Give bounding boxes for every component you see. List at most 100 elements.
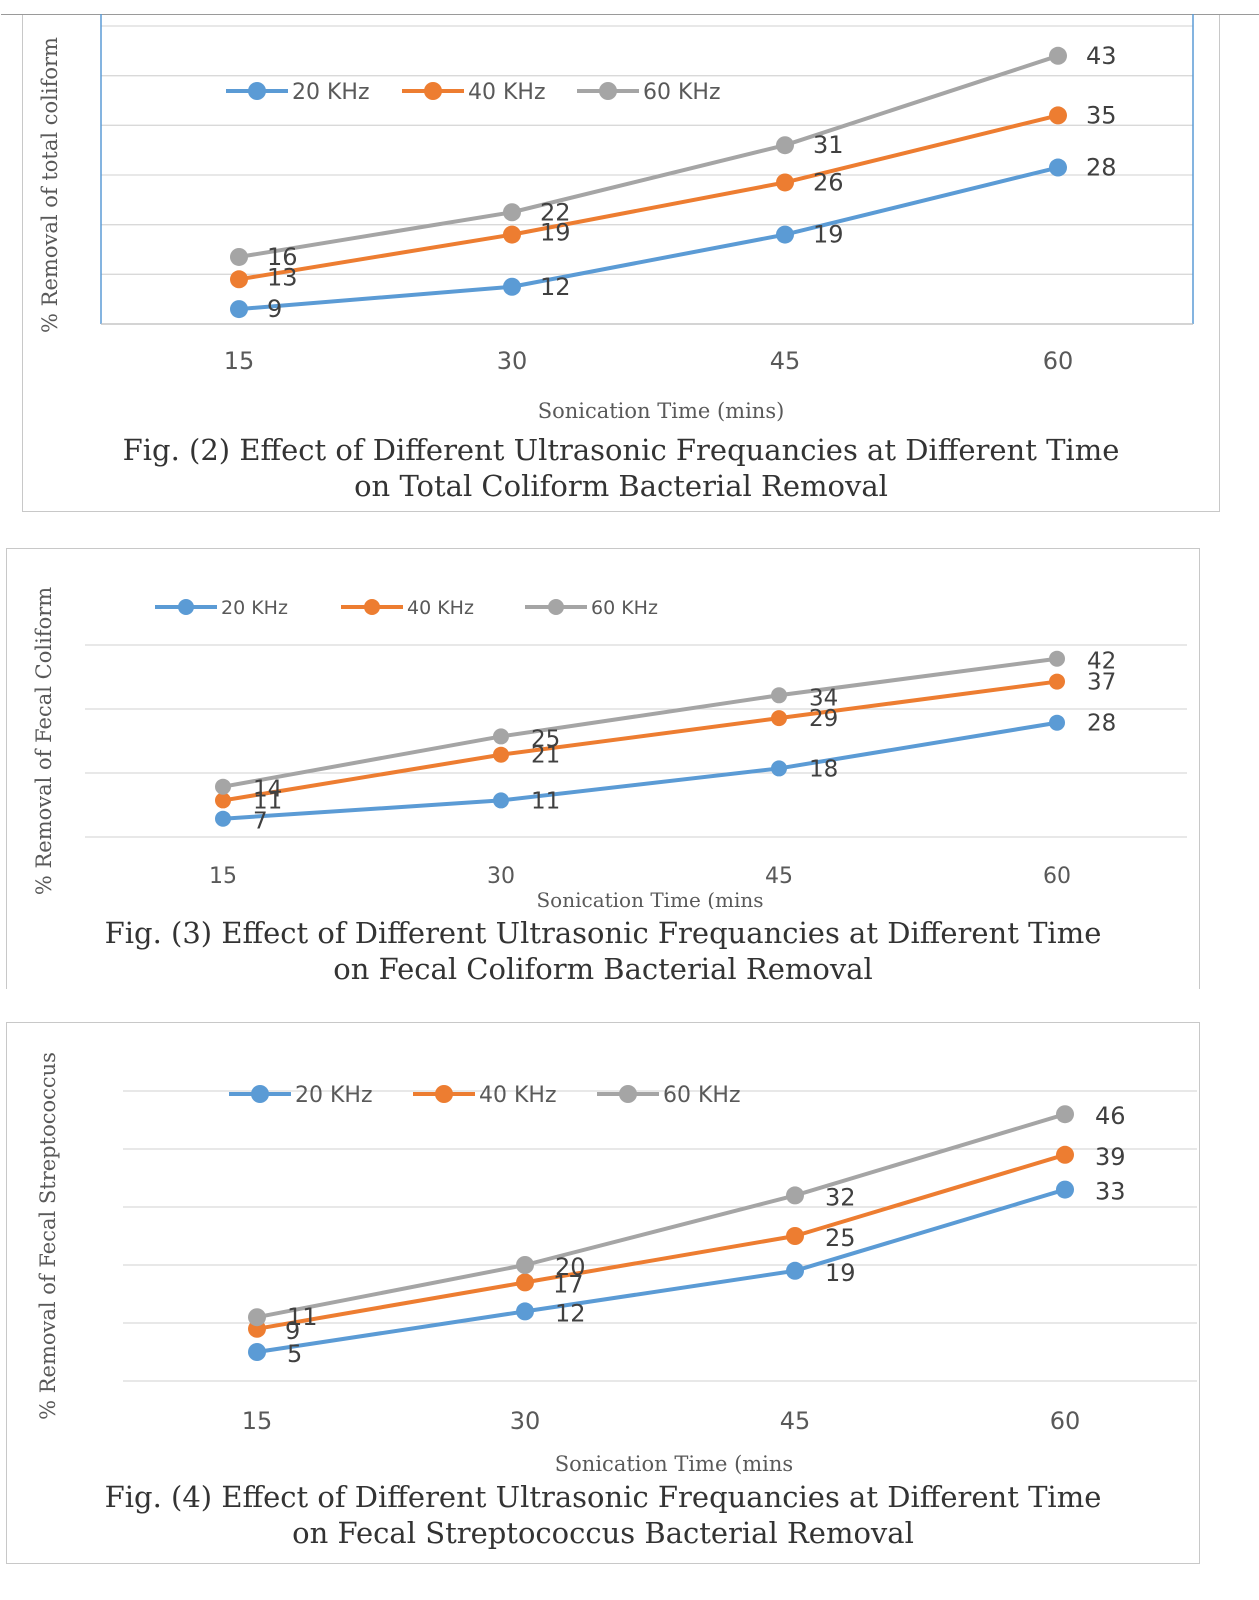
data-point	[1049, 673, 1065, 690]
legend: 20 KHz 40 KHz 60 KHz	[229, 1083, 741, 1108]
data-label: 9	[285, 1317, 300, 1345]
legend-label: 20 KHz	[295, 1083, 373, 1108]
data-point	[1049, 158, 1067, 177]
data-label: 43	[1086, 42, 1117, 70]
y-axis-label: % Removal of Fecal Coliform	[32, 587, 56, 895]
data-label: 26	[813, 168, 844, 196]
legend-swatch-marker	[424, 82, 442, 100]
data-point	[1056, 1180, 1074, 1199]
data-label: 39	[1095, 1143, 1126, 1171]
x-axis-label: Sonication Time (mins)	[538, 399, 785, 423]
x-tick-label: 30	[510, 1407, 541, 1435]
x-tick-label: 45	[780, 1407, 811, 1435]
legend-swatch-marker	[619, 1085, 637, 1103]
data-point	[516, 1256, 534, 1274]
data-point	[215, 792, 231, 809]
x-tick-label: 30	[497, 347, 528, 375]
series-line	[222, 656, 1058, 789]
series-line	[222, 720, 1058, 821]
data-point	[1049, 46, 1067, 65]
data-point	[516, 1302, 534, 1321]
y-axis-label: % Removal of Fecal Streptococcus	[36, 1052, 60, 1420]
data-point	[771, 760, 787, 777]
series-line	[238, 53, 1059, 259]
series-line	[256, 1187, 1066, 1354]
data-label: 33	[1095, 1178, 1126, 1206]
chart-fecal-coliform: 15 30 45 60 Sonication Time (mins % Removal o…	[32, 587, 1187, 909]
data-label: 11	[531, 788, 560, 814]
data-label: 9	[267, 295, 282, 323]
data-label: 25	[825, 1224, 856, 1252]
data-label: 19	[540, 219, 571, 247]
data-point	[786, 1186, 804, 1205]
data-label: 12	[540, 273, 571, 301]
chart-panel-fecal-streptococcus: 15 30 45 60 Sonication Time (mins % Removal o…	[6, 1022, 1200, 1564]
chart-total-coliform: 15 30 45 60 Sonication Time (mins) % Removal …	[38, 14, 1194, 423]
data-point	[215, 810, 231, 827]
data-label: 5	[287, 1340, 302, 1368]
legend-label: 60 KHz	[663, 1083, 741, 1108]
legend-label: 20 KHz	[292, 80, 370, 105]
data-label: 17	[553, 1270, 584, 1298]
data-label: 31	[813, 131, 844, 159]
x-tick-label: 60	[1050, 1407, 1081, 1435]
data-point	[771, 687, 787, 704]
data-label: 12	[555, 1299, 586, 1327]
legend-swatch-marker	[251, 1085, 269, 1103]
legend: 20 KHz 40 KHz 60 KHz	[226, 80, 721, 105]
data-label: 42	[1087, 649, 1116, 675]
data-label: 28	[1087, 711, 1116, 737]
data-point	[786, 1227, 804, 1245]
x-axis-label: Sonication Time (mins	[536, 888, 763, 909]
data-point	[1056, 1105, 1074, 1124]
x-tick-label: 15	[242, 1407, 273, 1435]
legend-swatch-marker	[548, 599, 564, 615]
legend-label: 40 KHz	[407, 597, 474, 619]
chart-panel-fecal-coliform: 15 30 45 60 Sonication Time (mins % Removal o…	[6, 548, 1200, 989]
data-point	[493, 746, 509, 763]
data-point	[230, 270, 248, 289]
series-60-khz: 11 20 32 46	[248, 1102, 1126, 1331]
data-label: 19	[825, 1259, 856, 1287]
figure-caption-3: Fig. (3) Effect of Different Ultrasonic …	[7, 915, 1199, 987]
data-point	[776, 173, 794, 192]
figure-caption-4-line-1: Fig. (4) Effect of Different Ultrasonic …	[104, 1480, 1102, 1514]
x-tick-label: 60	[1043, 347, 1074, 375]
data-label: 19	[813, 221, 844, 249]
data-point	[1049, 106, 1067, 125]
data-point	[776, 225, 794, 244]
x-tick-label: 30	[487, 864, 515, 889]
data-point	[503, 203, 521, 222]
data-label: 13	[267, 263, 298, 291]
legend-label: 40 KHz	[479, 1083, 557, 1108]
gridlines	[85, 644, 1187, 838]
x-tick-label: 45	[770, 347, 801, 375]
series-20-khz: 5 12 19 33	[248, 1178, 1126, 1368]
data-label: 20	[555, 1253, 586, 1281]
data-point	[248, 1343, 266, 1361]
series-20-khz: 7 11 18 28	[215, 711, 1116, 835]
legend-swatch-marker	[248, 82, 266, 100]
figure-caption-4: Fig. (4) Effect of Different Ultrasonic …	[7, 1479, 1199, 1551]
x-tick-label: 15	[209, 864, 237, 889]
data-label: 28	[1086, 154, 1117, 182]
data-point	[503, 277, 521, 296]
data-point	[1056, 1145, 1074, 1164]
data-label: 14	[253, 777, 282, 803]
data-point	[493, 792, 509, 809]
data-label: 34	[809, 685, 838, 711]
data-label: 18	[809, 756, 838, 782]
data-label: 11	[287, 1303, 318, 1331]
data-point	[771, 710, 787, 727]
legend-label: 60 KHz	[591, 597, 658, 619]
series-60-khz: 16 22 31 43	[230, 42, 1117, 271]
data-label: 7	[253, 809, 268, 835]
data-point	[786, 1261, 804, 1280]
x-tick-label: 60	[1043, 864, 1071, 889]
gridlines	[123, 1090, 1197, 1382]
chart-panel-total-coliform: 15 30 45 60 Sonication Time (mins) % Removal …	[1, 14, 1259, 512]
y-axis-label: % Removal of total coliform	[38, 37, 62, 333]
series-line	[256, 1152, 1066, 1331]
data-label: 35	[1086, 101, 1117, 129]
figure-caption-3-line-1: Fig. (3) Effect of Different Ultrasonic …	[104, 916, 1102, 950]
